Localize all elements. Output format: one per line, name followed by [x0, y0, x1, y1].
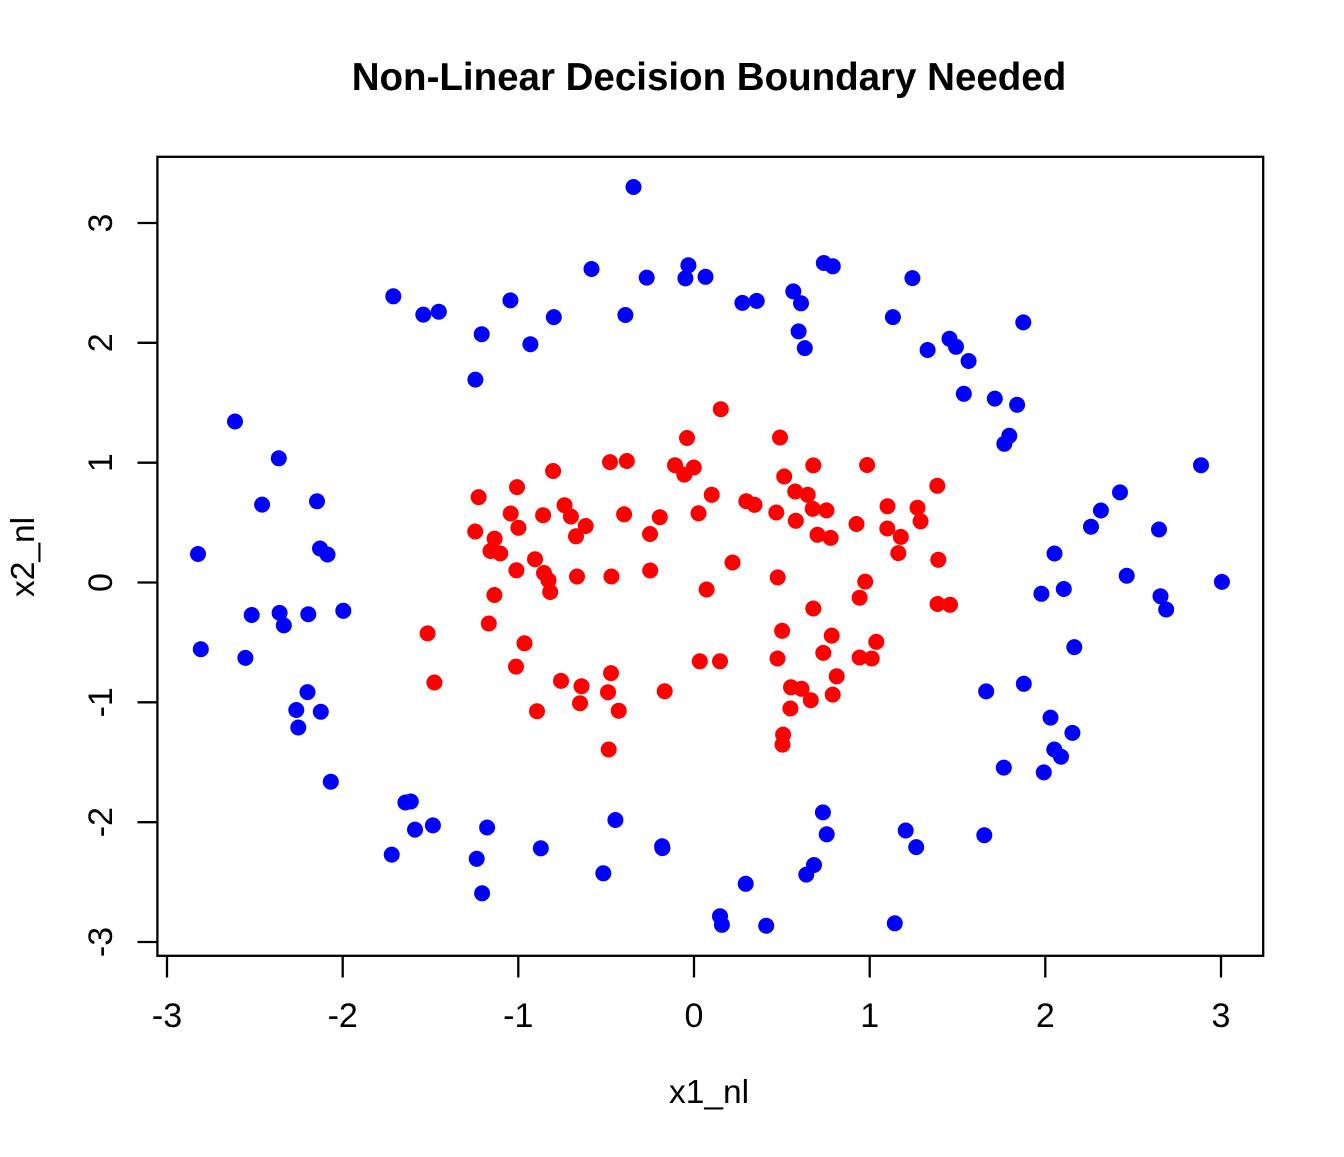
svg-text:-2: -2 — [82, 807, 120, 837]
svg-text:-2: -2 — [328, 997, 358, 1035]
svg-text:2: 2 — [1036, 997, 1055, 1035]
svg-text:0: 0 — [685, 997, 704, 1035]
svg-text:3: 3 — [1212, 997, 1231, 1035]
svg-text:x1_nl: x1_nl — [669, 1074, 749, 1111]
svg-text:-1: -1 — [503, 997, 533, 1035]
svg-text:3: 3 — [82, 214, 120, 233]
svg-text:0: 0 — [82, 573, 120, 592]
svg-text:-3: -3 — [82, 927, 120, 957]
svg-text:1: 1 — [82, 453, 120, 472]
svg-text:Non-Linear Decision Boundary N: Non-Linear Decision Boundary Needed — [352, 56, 1067, 99]
svg-text:1: 1 — [860, 997, 879, 1035]
svg-text:2: 2 — [82, 333, 120, 352]
svg-text:-3: -3 — [152, 997, 182, 1035]
svg-text:x2_nl: x2_nl — [5, 517, 42, 597]
svg-text:-1: -1 — [82, 687, 120, 717]
